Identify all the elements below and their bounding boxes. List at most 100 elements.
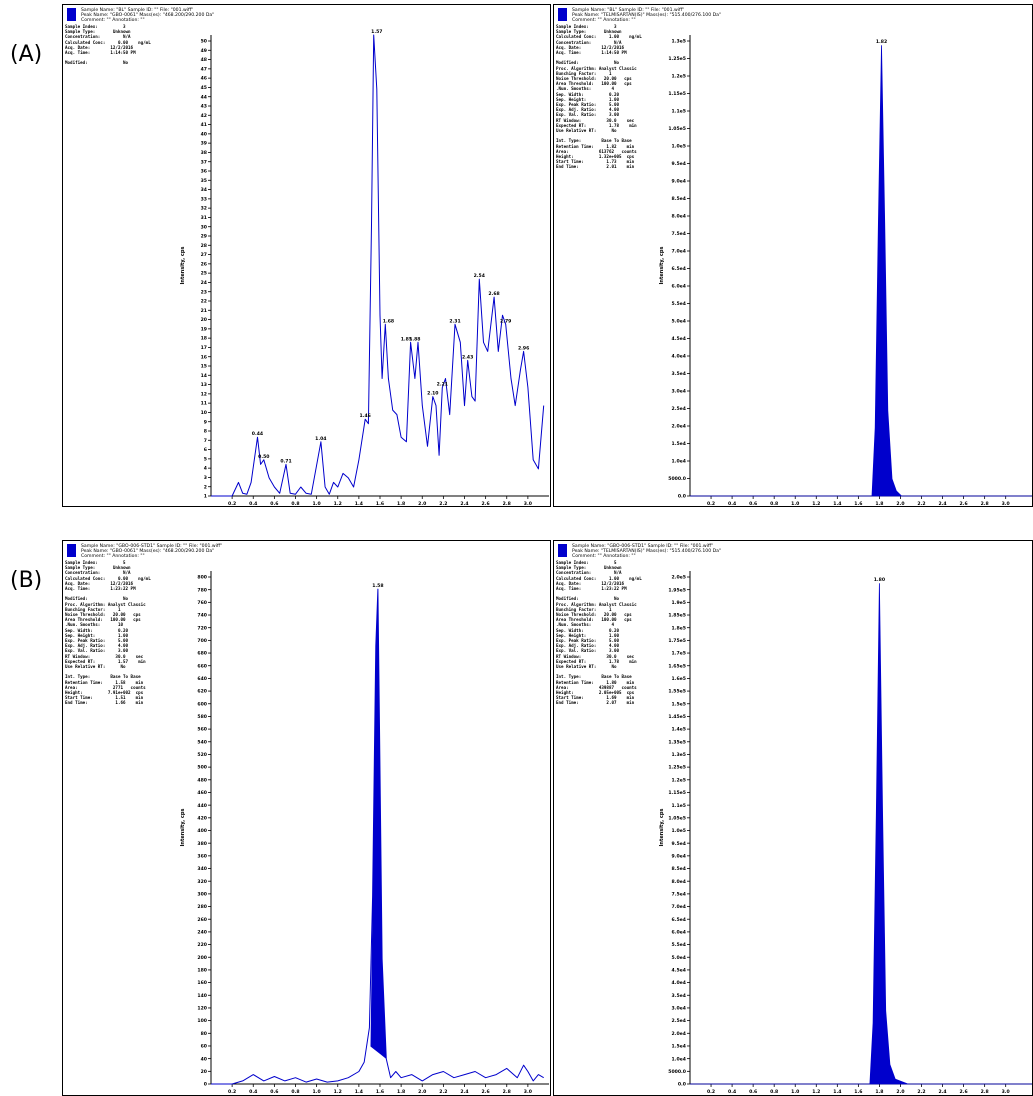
y-tick-label: 500	[197, 765, 207, 771]
y-tick-label: 440	[197, 803, 207, 809]
y-tick-label: 4.0e4	[672, 980, 686, 986]
peak-info-line: Sample Type: Unknown	[556, 29, 622, 35]
y-tick-label: 37	[201, 159, 207, 165]
x-tick-label: 2.8	[503, 1089, 511, 1095]
header-line: Comment: "" Annotation: ""	[572, 554, 636, 559]
peak-info-line: Modified: No	[556, 596, 620, 602]
peak-info-line: Retention Time: 1.58 min	[65, 679, 144, 685]
y-tick-label: 7.5e4	[672, 891, 686, 897]
y-tick-label: 1.85e5	[668, 613, 686, 619]
y-tick-label: 8.0e4	[672, 879, 686, 885]
x-tick-label: 0.8	[770, 1089, 778, 1095]
peak-label: 2.31	[449, 318, 460, 324]
x-tick-label: 1.4	[355, 501, 363, 507]
y-tick-label: 1.0e5	[672, 828, 686, 834]
x-tick-label: 1.2	[334, 1089, 342, 1095]
peak-label: 2.68	[488, 291, 499, 297]
chromatogram-b-right: Sample Name: "GBO-006-STD1" Sample ID: "…	[553, 540, 1033, 1096]
x-tick-label: 0.6	[270, 1089, 278, 1095]
y-tick-label: 12	[201, 391, 207, 397]
header-line: Sample Name: "GBO-006-STD1" Sample ID: "…	[572, 544, 714, 549]
x-tick-label: 2.4	[938, 1089, 946, 1095]
y-tick-label: 44	[201, 94, 207, 100]
peak-info-line: Exp. Peak Ratio: 5.00	[556, 102, 620, 108]
peak-info-line: Exp. Val. Ratio: 3.00	[65, 648, 129, 654]
y-tick-label: 1.45e5	[668, 714, 686, 720]
y-tick-label: 5.0e4	[672, 955, 686, 961]
peak-label: 1.68	[383, 318, 394, 324]
y-tick-label: 300	[197, 891, 207, 897]
peak-info-line: Concentration: N/A	[65, 570, 131, 576]
peak-info-line: Area: 2771 counts	[65, 684, 146, 690]
y-tick-label: 2.0e5	[672, 575, 686, 581]
peak-info-line: RT Window: 30.0 sec	[556, 653, 635, 659]
peak-info-line: Sep. Width: 0.20	[65, 627, 129, 633]
peak-info-line: Area: 613762 counts	[556, 148, 637, 154]
peak-info-line: Height: 7.91e+002 cps	[65, 690, 144, 696]
y-tick-label: 480	[197, 777, 207, 783]
x-tick-label: 1.0	[313, 1089, 321, 1095]
peak-info-line: End Time: 2.01 min	[556, 164, 635, 170]
peak-info-line: Calculated Conc: 1.00 ng/mL	[556, 575, 642, 581]
y-tick-label: 1.05e5	[668, 815, 686, 821]
y-tick-label: 18	[201, 336, 207, 342]
y-tick-label: 8.5e4	[672, 196, 686, 202]
y-tick-label: 36	[201, 169, 207, 175]
y-tick-label: 34	[201, 187, 207, 193]
x-tick-label: 1.8	[397, 501, 405, 507]
peak-info-line: Proc. Algorithm: Analyst Classic	[556, 65, 637, 71]
peak-label: 2.10	[427, 391, 438, 397]
x-tick-label: 1.6	[376, 1089, 384, 1095]
peak-info-line: Acq. Time: 1:23:22 PM	[65, 586, 136, 592]
peak-info-line: Concentration: N/A	[556, 570, 622, 576]
chart-svg: 1234567891011121314151617181920212223242…	[180, 29, 549, 507]
y-tick-label: 640	[197, 676, 207, 682]
y-tick-label: 8.0e4	[672, 214, 686, 220]
y-tick-label: 700	[197, 638, 207, 644]
y-tick-label: 1.35e5	[668, 739, 686, 745]
y-tick-label: 1.1e5	[672, 803, 686, 809]
chart-svg: 0.0 5000.0 1.0e4 1.5e4 2.0e4 2.5e4 3.0e4 3.5e4 4…	[659, 35, 1032, 506]
chromatogram-a-left: Sample Name: "BL" Sample ID: "" File: "0…	[62, 4, 551, 507]
y-tick-label: 8	[204, 429, 207, 435]
integrated-peak	[370, 589, 387, 1059]
y-tick-label: 5000.0	[668, 1069, 686, 1075]
x-tick-label: 2.0	[896, 1089, 904, 1095]
y-tick-label: 47	[201, 66, 207, 72]
header-line: Peak Name: "TELMISARTAN(IS)" Mass(es): "…	[572, 13, 722, 18]
y-tick-label: 2.5e4	[672, 406, 686, 412]
y-tick-label: 360	[197, 853, 207, 859]
chart-svg: 0.0 5000.0 1.0e4 1.5e4 2.0e4 2.5e4 3.0e4 3.5e4 4…	[659, 571, 1032, 1095]
peak-info-line: .Num. Smooths: 10	[65, 622, 123, 628]
y-tick-label: 7.0e4	[672, 904, 686, 910]
x-tick-label: 0.6	[270, 501, 278, 507]
y-tick-label: 3.0e4	[672, 389, 686, 395]
y-tick-label: 0	[204, 1082, 207, 1088]
y-tick-label: 5000.0	[668, 476, 686, 482]
y-tick-label: 1.7e5	[672, 651, 686, 657]
peak-label: 1.58	[372, 583, 383, 589]
y-tick-label: 1.15e5	[668, 91, 686, 97]
y-tick-label: 31	[201, 215, 207, 221]
y-tick-label: 620	[197, 689, 207, 695]
peak-info-line: Sample Index: 5	[65, 560, 126, 565]
peak-info-line: .Num. Smooths: 4	[556, 622, 614, 628]
y-tick-label: 32	[201, 206, 207, 212]
peak-info-line: Expected RT: 1.78 min	[556, 658, 637, 664]
x-tick-label: 0.6	[749, 1089, 757, 1095]
y-tick-label: 5	[204, 456, 207, 462]
panel-header: Sample Name: "GBO-006-STD1" Sample ID: "…	[67, 544, 247, 562]
peak-label: 1.88	[409, 336, 420, 342]
y-tick-label: 13	[201, 382, 207, 388]
x-tick-label: 0.2	[228, 501, 236, 507]
peak-info-line: Noise Threshold: 20.00 cps	[65, 612, 141, 618]
x-tick-label: 2.2	[917, 1089, 925, 1095]
y-tick-label: 22	[201, 299, 207, 305]
peak-info-line: Concentration: N/A	[65, 34, 131, 40]
y-tick-label: 1.75e5	[668, 638, 686, 644]
peak-info-line: Int. Type: Base To Base	[65, 674, 141, 680]
y-tick-label: 6.5e4	[672, 917, 686, 923]
peak-info-line: Proc. Algorithm: Analyst Classic	[556, 601, 637, 607]
peak-info-line: Noise Threshold: 20.00 cps	[556, 76, 632, 82]
x-tick-label: 3.0	[524, 1089, 532, 1095]
